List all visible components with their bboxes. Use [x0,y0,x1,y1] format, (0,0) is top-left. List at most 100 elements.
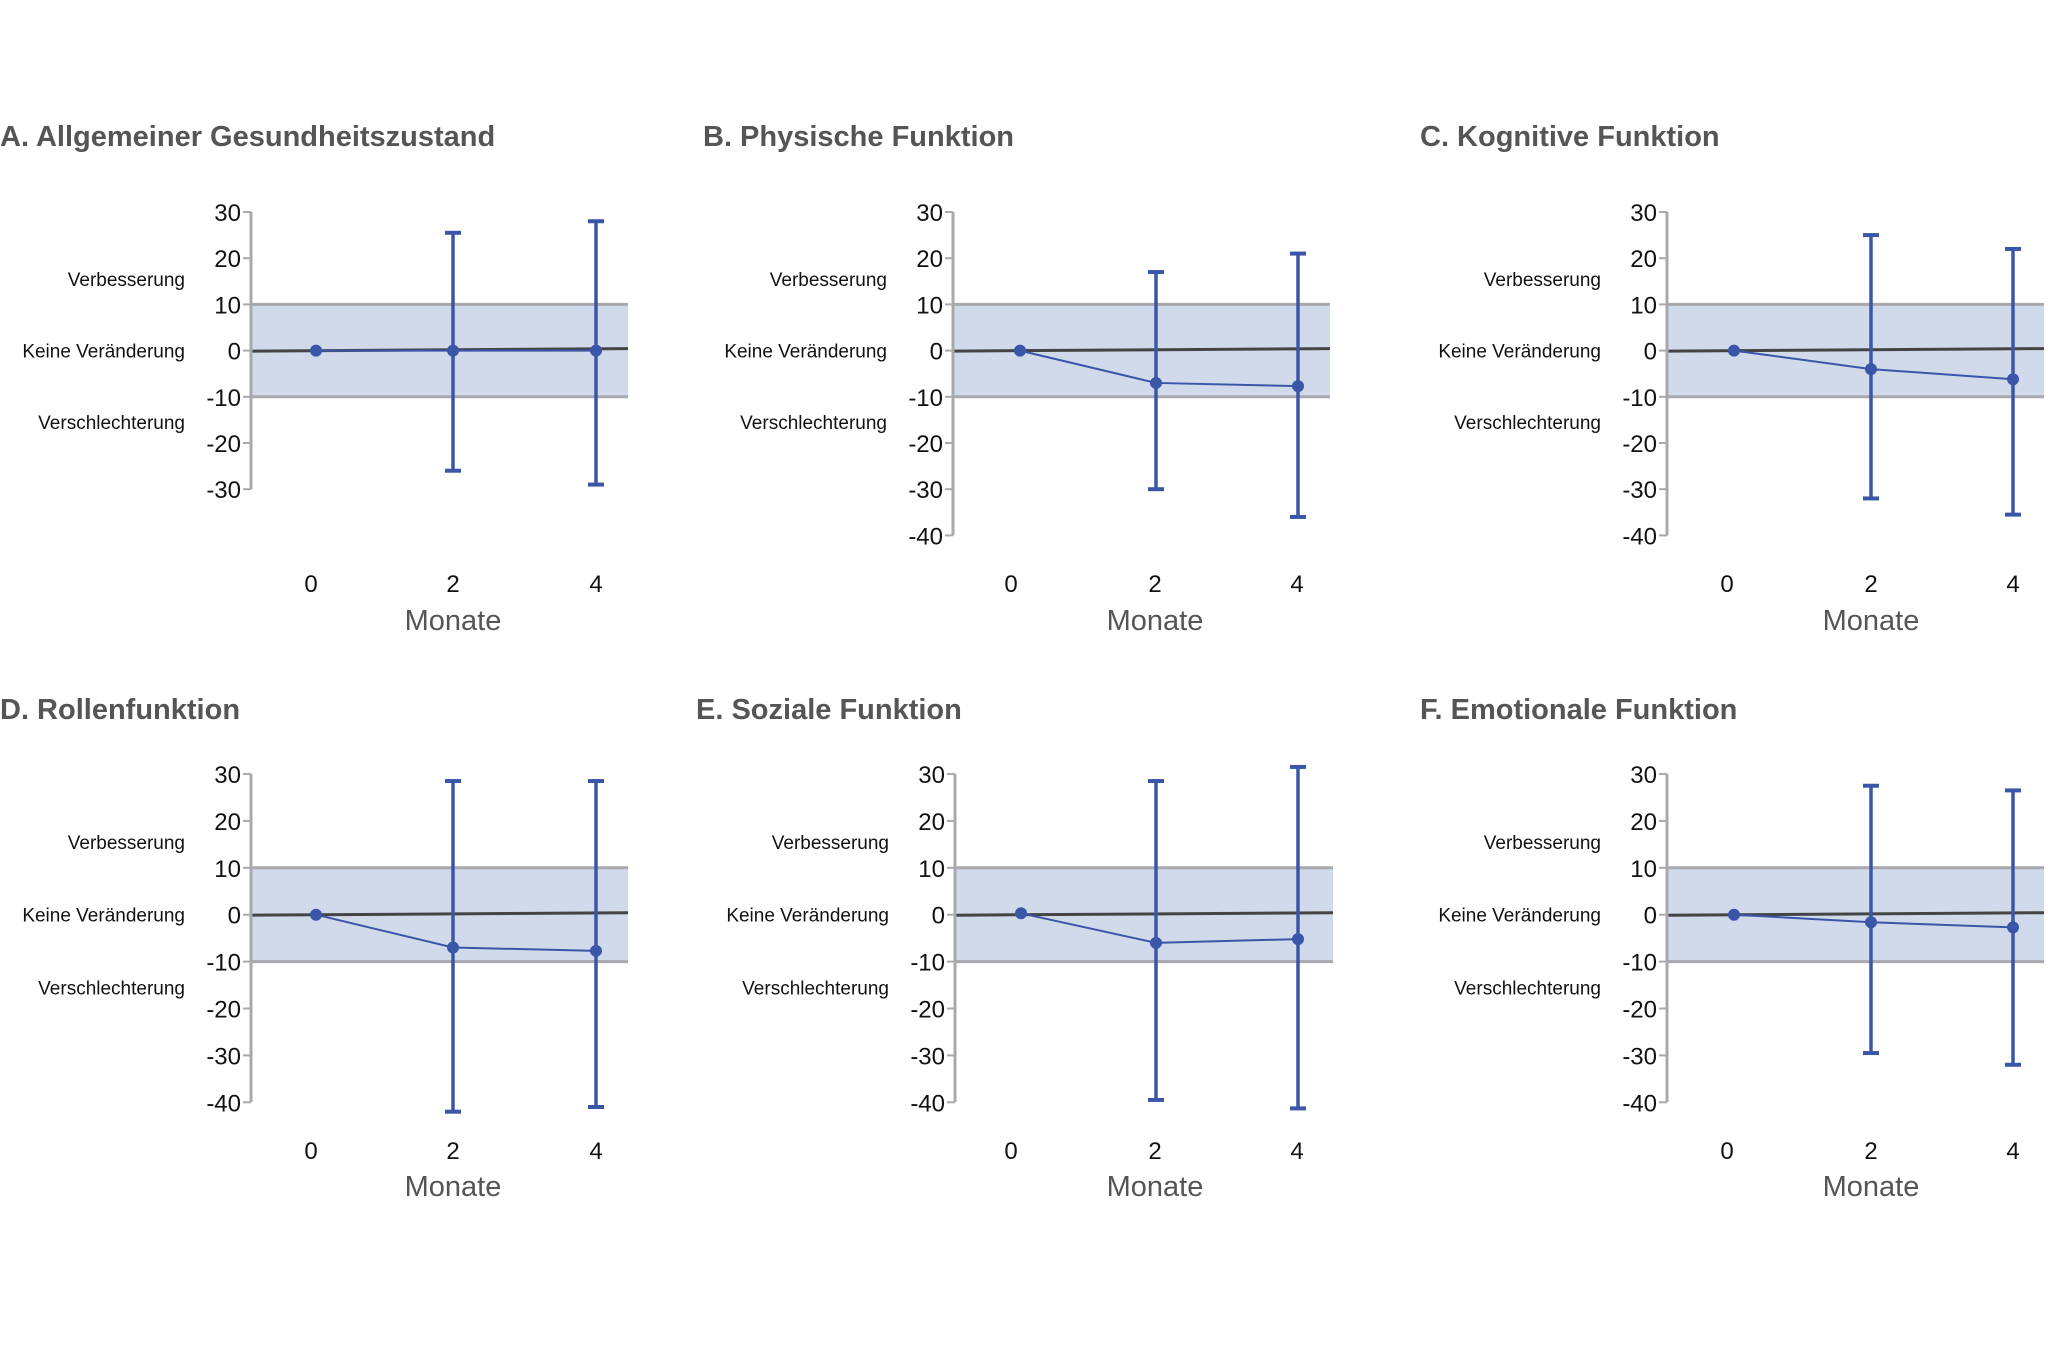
x-axis-label: Monate [405,605,502,637]
y-tick-label: -10 [910,950,945,977]
data-point [1014,344,1026,357]
label-worsening: Verschlechterung [1454,978,1601,999]
x-axis-label: Monate [1823,605,1920,637]
x-tick-label: 2 [1148,571,1161,598]
y-tick-label: 10 [214,292,241,319]
chart-panel-f: F. Emotionale Funktion3020100-10-20-30-4… [1420,694,2045,1203]
y-tick-label: 30 [918,762,945,789]
x-tick-label: 2 [1864,1138,1877,1165]
data-point [590,344,602,357]
y-tick-label: 20 [918,809,945,836]
data-point [1150,936,1162,949]
y-tick-label: -30 [1622,477,1657,504]
x-tick-label: 0 [1004,1138,1017,1165]
label-worsening: Verschlechterung [1454,413,1601,434]
data-point [310,908,322,921]
y-tick-label: -40 [206,1090,241,1117]
data-point [447,344,459,357]
chart-panel-a: A. Allgemeiner Gesundheitszustand3020100… [0,121,629,637]
data-point [1865,363,1877,376]
y-tick-label: -20 [908,431,943,458]
chart-title: A. Allgemeiner Gesundheitszustand [0,121,495,153]
y-tick-label: 0 [1644,339,1657,366]
y-tick-label: -20 [1622,997,1657,1024]
y-tick-label: -40 [1622,1090,1657,1117]
label-no-change: Keine Veränderung [1438,906,1601,927]
y-tick-label: -30 [206,477,241,504]
data-point [1728,344,1740,357]
x-tick-label: 4 [589,571,602,598]
y-tick-label: 30 [1630,762,1657,789]
y-tick-label: 0 [228,339,241,366]
data-point [2007,921,2019,934]
y-tick-label: -10 [206,950,241,977]
y-tick-label: 10 [1630,856,1657,883]
x-tick-label: 2 [1864,571,1877,598]
y-tick-label: -30 [206,1043,241,1070]
y-tick-label: 30 [1630,200,1657,227]
y-tick-label: -10 [1622,385,1657,412]
chart-panel-e: E. Soziale Funktion3020100-10-20-30-40Ve… [696,694,1334,1203]
label-no-change: Keine Veränderung [22,342,185,363]
data-point [590,944,602,957]
x-tick-label: 4 [589,1138,602,1165]
x-tick-label: 0 [1004,571,1017,598]
y-tick-label: -20 [206,431,241,458]
x-tick-label: 0 [304,1138,317,1165]
data-point [447,941,459,954]
x-tick-label: 0 [304,571,317,598]
label-worsening: Verschlechterung [742,978,889,999]
chart-title: E. Soziale Funktion [696,694,962,726]
chart-title: F. Emotionale Funktion [1420,694,1737,726]
label-no-change: Keine Veränderung [724,342,887,363]
y-tick-label: -20 [1622,431,1657,458]
chart-title: C. Kognitive Funktion [1420,121,1720,153]
y-tick-label: 10 [918,856,945,883]
x-tick-label: 4 [2006,1138,2019,1165]
x-tick-label: 0 [1720,1138,1733,1165]
x-axis-label: Monate [1107,605,1204,637]
chart-panel-c: C. Kognitive Funktion3020100-10-20-30-40… [1420,121,2045,637]
y-tick-label: 20 [214,809,241,836]
x-tick-label: 0 [1720,571,1733,598]
y-tick-label: -10 [1622,950,1657,977]
data-point [1728,908,1740,921]
x-tick-label: 4 [2006,571,2019,598]
x-tick-label: 2 [446,571,459,598]
label-improvement: Verbesserung [68,833,185,854]
y-tick-label: -30 [908,477,943,504]
y-tick-label: 0 [1644,903,1657,930]
data-point [1292,933,1304,946]
y-tick-label: -10 [908,385,943,412]
y-tick-label: 20 [214,246,241,273]
y-tick-label: 10 [1630,292,1657,319]
label-worsening: Verschlechterung [38,978,185,999]
label-improvement: Verbesserung [770,270,887,291]
x-axis-label: Monate [1823,1171,1920,1203]
y-tick-label: -30 [910,1043,945,1070]
x-tick-label: 2 [446,1138,459,1165]
y-tick-label: 20 [1630,809,1657,836]
data-point [1292,380,1304,393]
x-axis-label: Monate [405,1171,502,1203]
data-point [1150,376,1162,389]
label-worsening: Verschlechterung [740,413,887,434]
chart-panel-d: D. Rollenfunktion3020100-10-20-30-40Verb… [0,694,629,1203]
label-no-change: Keine Veränderung [726,906,889,927]
y-tick-label: -40 [908,523,943,550]
y-tick-label: 20 [1630,246,1657,273]
y-tick-label: 10 [214,856,241,883]
x-tick-label: 4 [1290,1138,1303,1165]
y-tick-label: -20 [206,997,241,1024]
label-improvement: Verbesserung [772,833,889,854]
data-point [310,344,322,357]
y-tick-label: -40 [910,1090,945,1117]
chart-title: D. Rollenfunktion [0,694,240,726]
y-tick-label: 30 [214,200,241,227]
x-tick-label: 2 [1148,1138,1161,1165]
y-tick-label: 0 [228,903,241,930]
chart-panel-b: B. Physische Funktion3020100-10-20-30-40… [703,121,1331,637]
chart-title: B. Physische Funktion [703,121,1014,153]
data-point [1865,916,1877,929]
label-no-change: Keine Veränderung [1438,342,1601,363]
